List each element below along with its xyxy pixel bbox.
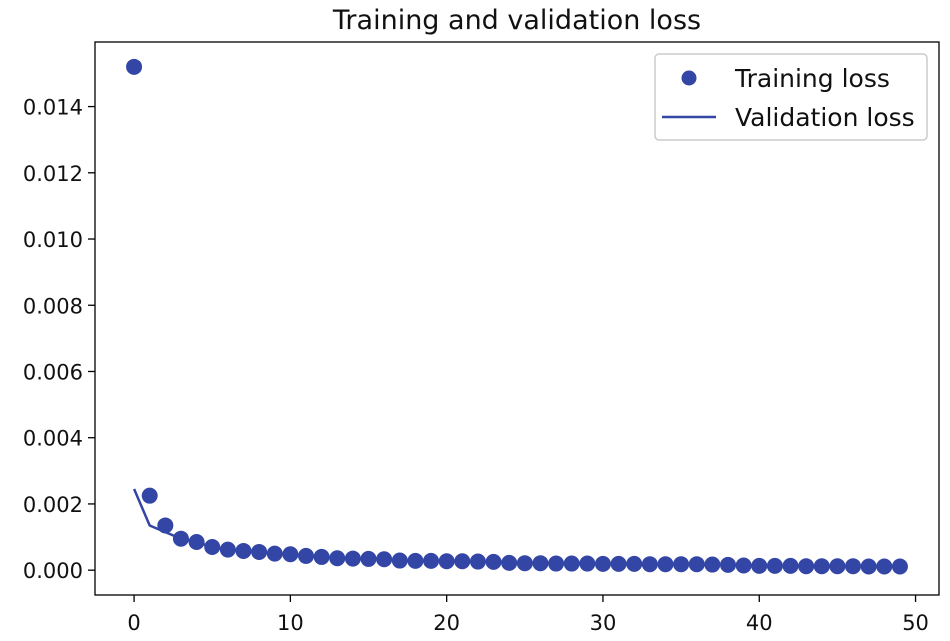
training-loss-point: [751, 557, 768, 574]
x-axis-ticks: 0 10 20 30 40 50: [127, 595, 929, 635]
training-loss-point: [313, 548, 330, 565]
training-loss-point: [548, 555, 565, 572]
training-loss-point: [766, 557, 783, 574]
training-loss-point: [516, 555, 533, 572]
training-loss-point: [344, 550, 361, 567]
plot-frame: [94, 41, 940, 596]
training-loss-point: [563, 555, 580, 572]
x-tick-label: 50: [902, 611, 929, 635]
y-axis-ticks: 0.000 0.002 0.004 0.006 0.008 0.010 0.012 0.014: [23, 96, 95, 583]
training-loss-point: [860, 558, 877, 575]
training-loss-point: [360, 550, 377, 567]
training-loss-point: [485, 553, 502, 570]
training-loss-point: [641, 556, 658, 573]
training-loss-point: [126, 58, 143, 75]
chart-title: Training and validation loss: [332, 5, 701, 36]
x-tick-label: 0: [127, 611, 140, 635]
training-loss-point: [876, 558, 893, 575]
y-tick-label: 0.004: [23, 427, 83, 451]
training-loss-point: [438, 553, 455, 570]
training-loss-point: [407, 552, 424, 569]
training-loss-point: [282, 546, 299, 563]
x-tick-label: 40: [746, 611, 773, 635]
y-tick-label: 0.008: [23, 294, 83, 318]
training-loss-point: [813, 558, 830, 575]
legend: Training loss Validation loss: [654, 53, 928, 141]
training-loss-point: [251, 543, 268, 560]
training-loss-point: [376, 551, 393, 568]
training-loss-point: [720, 556, 736, 573]
training-loss-point: [266, 545, 283, 562]
y-tick-label: 0.014: [23, 96, 83, 120]
training-loss-point: [469, 553, 486, 570]
training-loss-point: [329, 550, 346, 567]
training-loss-point: [204, 538, 221, 555]
training-loss-point: [157, 517, 174, 534]
training-loss-point: [610, 555, 627, 572]
training-loss-point: [782, 557, 799, 574]
training-loss-point: [501, 554, 518, 571]
training-loss-point: [454, 553, 471, 570]
training-loss-point: [594, 555, 611, 572]
training-loss-layer: [126, 58, 908, 575]
y-tick-label: 0.000: [23, 559, 83, 583]
y-tick-label: 0.012: [23, 162, 83, 186]
legend-validation-label: Validation loss: [735, 103, 915, 132]
training-loss-point: [235, 542, 252, 559]
training-loss-point: [735, 557, 752, 574]
training-loss-point: [532, 555, 549, 572]
training-loss-point: [423, 552, 440, 569]
y-tick-label: 0.006: [23, 360, 83, 384]
training-loss-point: [298, 547, 314, 564]
training-loss-point: [172, 530, 189, 547]
training-loss-point: [704, 556, 721, 573]
training-loss-point: [845, 558, 862, 575]
training-loss-point: [688, 556, 705, 573]
training-loss-point: [141, 487, 158, 504]
training-loss-point: [579, 555, 596, 572]
y-tick-label: 0.002: [23, 493, 83, 517]
training-loss-point: [219, 541, 236, 558]
training-loss-point: [188, 534, 205, 551]
legend-training-label: Training loss: [734, 64, 890, 93]
legend-training-marker: [681, 70, 697, 86]
training-loss-point: [673, 556, 690, 573]
x-tick-label: 20: [433, 611, 460, 635]
training-loss-point: [891, 558, 908, 575]
training-loss-point: [626, 555, 643, 572]
training-loss-point: [391, 552, 408, 569]
x-tick-label: 10: [277, 611, 304, 635]
legend-box: [654, 53, 928, 141]
x-tick-label: 30: [590, 611, 617, 635]
training-loss-point: [798, 558, 815, 575]
y-tick-label: 0.010: [23, 228, 83, 252]
training-loss-point: [829, 558, 846, 575]
training-loss-point: [657, 556, 674, 573]
